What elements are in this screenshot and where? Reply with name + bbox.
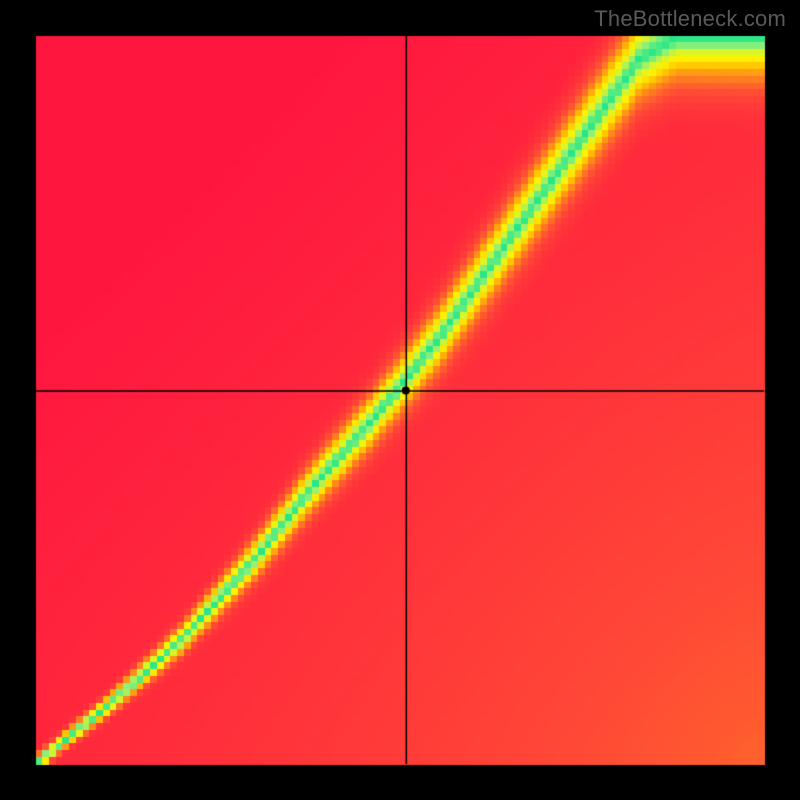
watermark-label: TheBottleneck.com (594, 6, 786, 32)
chart-container: TheBottleneck.com (0, 0, 800, 800)
bottleneck-heatmap (0, 0, 800, 800)
